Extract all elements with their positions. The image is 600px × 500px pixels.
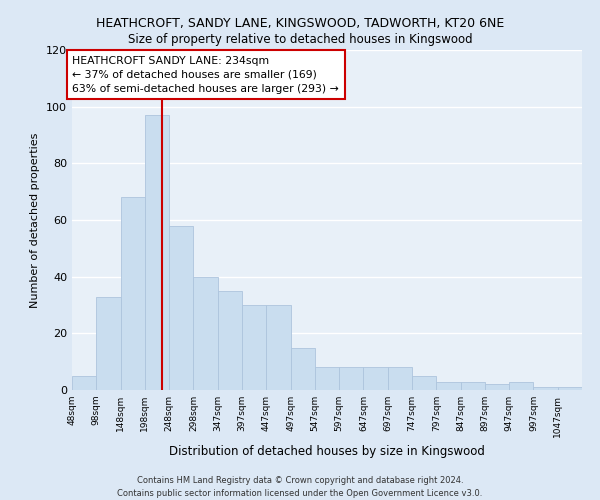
Bar <box>315 368 339 390</box>
Text: HEATHCROFT SANDY LANE: 234sqm
← 37% of detached houses are smaller (169)
63% of : HEATHCROFT SANDY LANE: 234sqm ← 37% of d… <box>73 56 339 94</box>
Bar <box>533 387 558 390</box>
Y-axis label: Number of detached properties: Number of detached properties <box>31 132 40 308</box>
Text: Size of property relative to detached houses in Kingswood: Size of property relative to detached ho… <box>128 32 472 46</box>
Text: Contains HM Land Registry data © Crown copyright and database right 2024.
Contai: Contains HM Land Registry data © Crown c… <box>118 476 482 498</box>
Bar <box>364 368 388 390</box>
Bar <box>218 291 242 390</box>
Bar <box>558 387 582 390</box>
Bar <box>266 305 290 390</box>
Bar <box>72 376 96 390</box>
Bar <box>339 368 364 390</box>
Bar <box>96 296 121 390</box>
X-axis label: Distribution of detached houses by size in Kingswood: Distribution of detached houses by size … <box>169 445 485 458</box>
Bar <box>388 368 412 390</box>
Bar <box>290 348 315 390</box>
Bar <box>121 198 145 390</box>
Bar <box>436 382 461 390</box>
Bar <box>145 115 169 390</box>
Bar <box>193 276 218 390</box>
Bar <box>169 226 193 390</box>
Bar <box>461 382 485 390</box>
Bar <box>509 382 533 390</box>
Bar <box>242 305 266 390</box>
Text: HEATHCROFT, SANDY LANE, KINGSWOOD, TADWORTH, KT20 6NE: HEATHCROFT, SANDY LANE, KINGSWOOD, TADWO… <box>96 18 504 30</box>
Bar <box>485 384 509 390</box>
Bar <box>412 376 436 390</box>
